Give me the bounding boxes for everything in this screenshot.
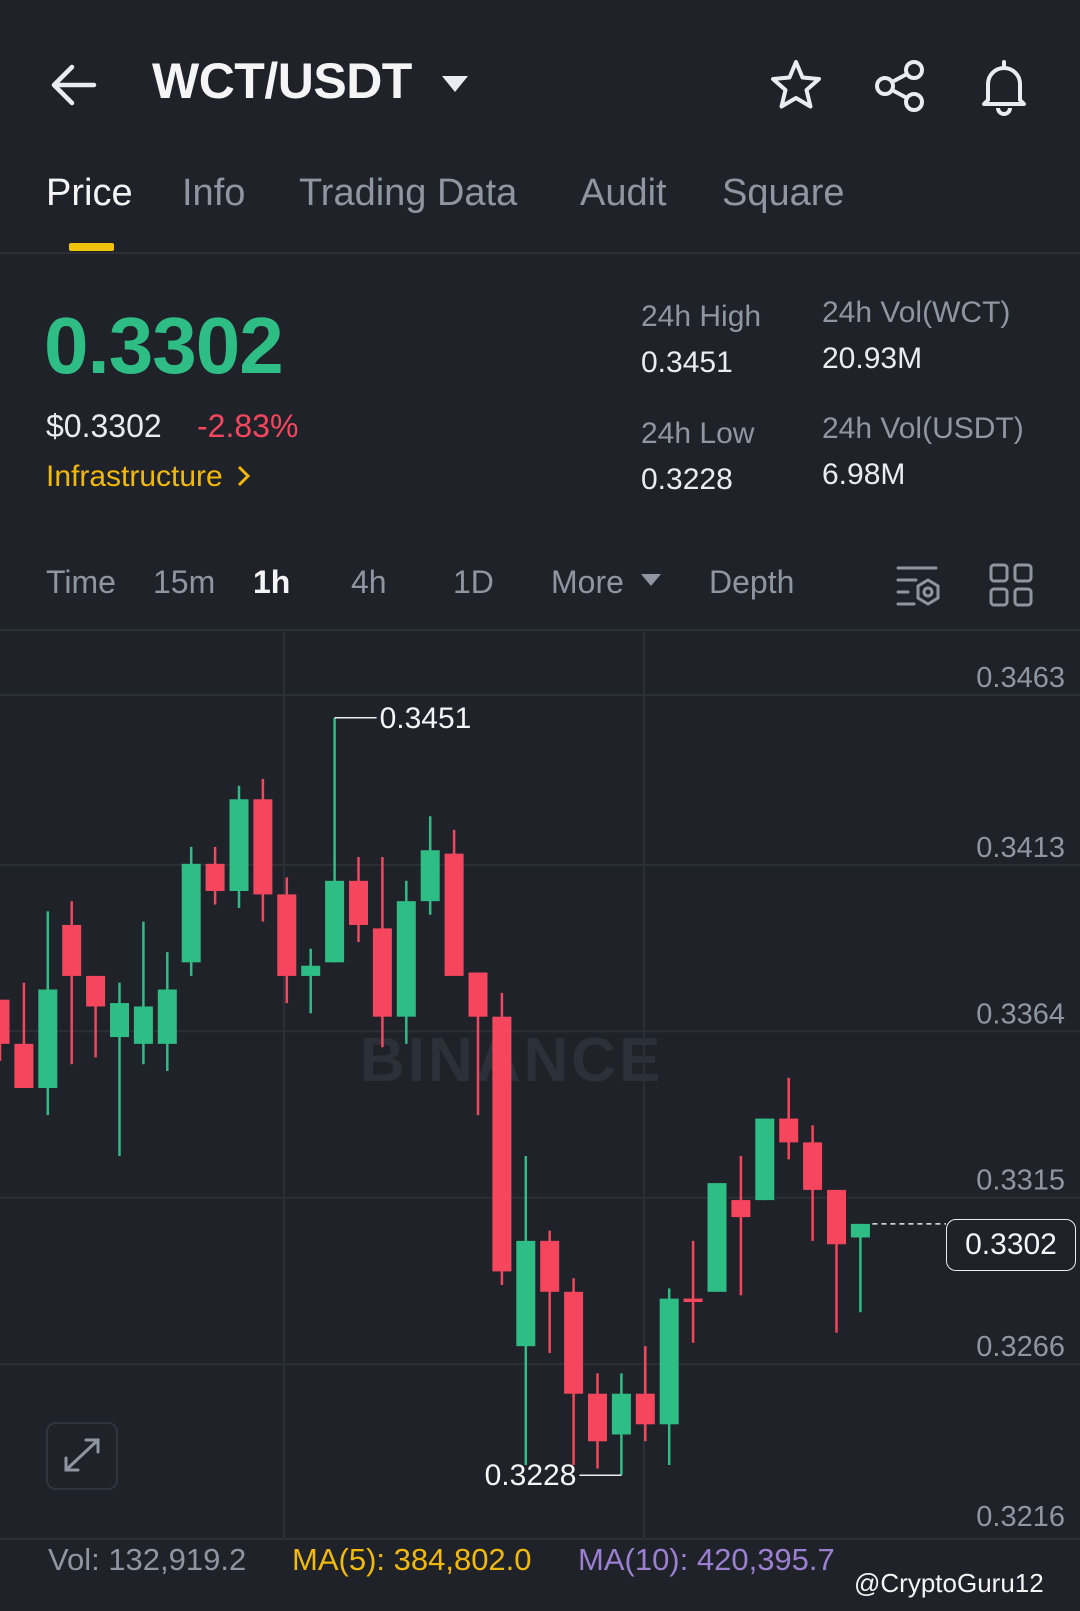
y-tick-label: 0.3315: [976, 1165, 1065, 1197]
chevron-right-icon: [238, 465, 251, 487]
vol-base-24h-value: 20.93M: [822, 342, 923, 375]
interval-more-label: More: [551, 564, 624, 600]
candle-body: [516, 1240, 536, 1347]
high-24h-value: 0.3451: [641, 346, 733, 379]
pair-dropdown-caret-icon[interactable]: [440, 72, 470, 96]
indicator-settings-icon[interactable]: [894, 562, 942, 610]
expand-chart-button[interactable]: [46, 1422, 118, 1490]
interval-1h[interactable]: 1h: [253, 564, 291, 600]
candle-body: [564, 1291, 584, 1394]
high-marker-label: 0.3451: [380, 702, 472, 735]
y-tick-label: 0.3364: [976, 998, 1065, 1030]
candle-body: [492, 1016, 512, 1272]
high-24h-label: 24h High: [641, 300, 762, 333]
candle-body: [205, 863, 225, 891]
tab-info[interactable]: Info: [182, 172, 246, 214]
y-tick-label: 0.3413: [976, 832, 1065, 864]
tabs-divider: [0, 252, 1080, 254]
candle-body: [301, 965, 321, 976]
watermark-credit: @CryptoGuru12: [854, 1568, 1044, 1598]
candle-body: [850, 1223, 870, 1238]
y-tick-label: 0.3216: [976, 1501, 1065, 1533]
candle-body: [779, 1118, 799, 1143]
candle-body: [540, 1240, 560, 1292]
interval-15m[interactable]: 15m: [153, 564, 216, 600]
pair-title[interactable]: WCT/USDT: [152, 53, 412, 109]
tab-square[interactable]: Square: [722, 172, 845, 214]
category-link[interactable]: Infrastructure: [46, 460, 253, 494]
candle-body: [827, 1189, 846, 1245]
alert-bell-icon[interactable]: [974, 56, 1034, 116]
low-24h-value: 0.3228: [641, 463, 733, 496]
candle-body: [277, 894, 297, 976]
candle-body: [229, 799, 249, 891]
candle-body: [157, 989, 177, 1044]
candle-body: [611, 1393, 631, 1435]
vol-quote-24h-label: 24h Vol(USDT): [822, 412, 1024, 445]
candle-body: [372, 928, 392, 1017]
tab-trading-data[interactable]: Trading Data: [299, 172, 518, 214]
y-tick-label: 0.3266: [976, 1331, 1065, 1363]
back-arrow-icon: [51, 64, 97, 106]
caret-down-icon: [640, 574, 661, 586]
candle-body: [803, 1142, 823, 1190]
share-icon[interactable]: [870, 56, 930, 116]
back-button[interactable]: [48, 58, 102, 112]
candle-body: [133, 1006, 153, 1044]
vol-quote-24h-value: 6.98M: [822, 458, 906, 491]
tab-audit[interactable]: Audit: [580, 172, 667, 214]
candle-body: [659, 1298, 679, 1425]
candle-body: [14, 1043, 34, 1089]
volume-ma5: MA(5): 384,802.0: [292, 1542, 532, 1577]
candle-body: [635, 1393, 655, 1425]
candle-body: [38, 989, 58, 1089]
price-change-percent: -2.83%: [197, 408, 299, 444]
candle-body: [62, 924, 82, 976]
candle-body: [349, 880, 368, 925]
category-label: Infrastructure: [46, 460, 223, 493]
candle-body: [755, 1118, 775, 1201]
last-price: 0.3302: [44, 301, 284, 390]
low-24h-label: 24h Low: [641, 417, 755, 450]
candle-body: [731, 1200, 751, 1218]
candle-body: [444, 853, 464, 976]
interval-more[interactable]: More: [551, 564, 663, 601]
vol-base-24h-label: 24h Vol(WCT): [822, 296, 1011, 329]
candle-body: [181, 863, 201, 963]
tab-price[interactable]: Price: [46, 172, 133, 214]
candle-body: [110, 1003, 129, 1038]
expand-icon: [64, 1438, 100, 1472]
interval-depth[interactable]: Depth: [709, 564, 795, 600]
candlestick-chart[interactable]: 0.3463 0.3413 0.3364 0.3315 0.3266 0.3216 0.34…: [0, 630, 1080, 1540]
layout-grid-icon[interactable]: [988, 562, 1034, 608]
interval-4h[interactable]: 4h: [351, 564, 387, 600]
volume-divider: [0, 1538, 1080, 1540]
usd-price: $0.3302: [46, 408, 162, 444]
candle-body: [468, 972, 488, 1017]
interval-1d[interactable]: 1D: [453, 564, 494, 600]
candle-body: [325, 880, 345, 963]
y-tick-label: 0.3463: [976, 662, 1065, 694]
current-price-tag: 0.3302: [946, 1219, 1076, 1271]
favorite-star-icon[interactable]: [766, 56, 826, 116]
candle-body: [253, 799, 273, 895]
low-marker-label: 0.3228: [485, 1459, 577, 1492]
volume-ma10: MA(10): 420,395.7: [578, 1542, 835, 1577]
candle-body: [86, 975, 106, 1007]
interval-time[interactable]: Time: [46, 564, 116, 600]
candle-body: [683, 1298, 703, 1303]
active-tab-indicator: [69, 243, 114, 251]
candle-body: [707, 1183, 727, 1292]
candle-body: [396, 901, 416, 1017]
candle-body: [588, 1393, 607, 1442]
candle-body: [0, 999, 10, 1044]
interval-divider: [0, 629, 1080, 631]
volume-value: Vol: 132,919.2: [48, 1542, 247, 1577]
candle-body: [420, 850, 440, 902]
